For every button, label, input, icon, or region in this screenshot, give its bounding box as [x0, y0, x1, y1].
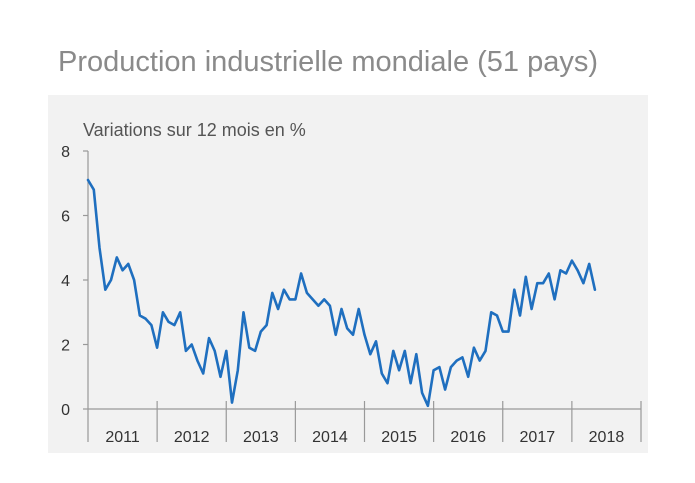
y-tick-label: 4	[61, 273, 70, 290]
x-axis-ticks: 2011 2012 2013 2014 2015 2016 2017 2018	[105, 401, 642, 446]
chart-title: Production industrielle mondiale (51 pay…	[58, 46, 599, 78]
series-line	[86, 178, 597, 408]
x-tick-label: 2017	[520, 429, 556, 446]
y-tick-label: 6	[61, 209, 70, 226]
series-group	[86, 178, 597, 408]
x-tick-label: 2013	[243, 429, 279, 446]
chart-subtitle: Variations sur 12 mois en %	[83, 120, 306, 140]
x-tick-label: 2011	[105, 429, 140, 446]
y-axis-ticks: 0 2 4 6 8	[61, 144, 88, 419]
x-tick-label: 2012	[174, 429, 210, 446]
axes	[87, 151, 641, 442]
y-tick-label: 8	[61, 144, 70, 161]
x-tick-label: 2014	[312, 429, 348, 446]
x-tick-label: 2018	[589, 429, 625, 446]
x-tick-label: 2015	[381, 429, 417, 446]
y-tick-label: 2	[61, 338, 70, 355]
y-tick-label: 0	[61, 402, 70, 419]
x-tick-label: 2016	[450, 429, 486, 446]
